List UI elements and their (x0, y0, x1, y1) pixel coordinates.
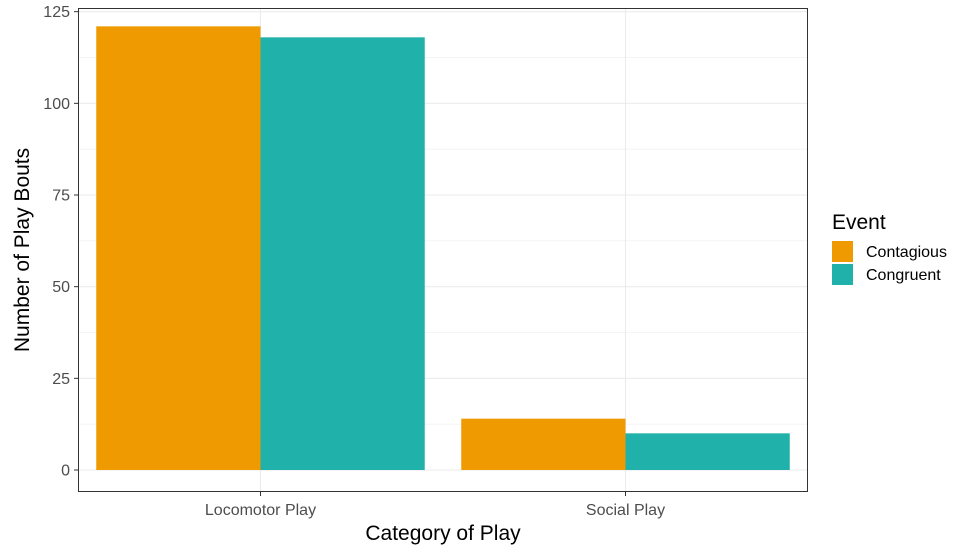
y-axis-title: Number of Play Bouts (11, 148, 34, 352)
y-tick-label: 50 (52, 279, 70, 296)
y-tick-label: 75 (52, 188, 70, 205)
x-axis-title: Category of Play (365, 522, 521, 545)
y-tick-label: 100 (43, 96, 70, 113)
x-axis-ticks: Locomotor Play Social Play (205, 492, 665, 519)
x-tick-label: Social Play (586, 502, 665, 519)
y-tick-label: 25 (52, 371, 70, 388)
legend: Event Contagious Congruent (832, 211, 947, 285)
bar-congruent-social-play (625, 433, 790, 470)
legend-key-contagious (832, 241, 853, 262)
bar-contagious-social-play (461, 418, 626, 470)
bar-congruent-locomotor-play (260, 37, 425, 470)
legend-label: Contagious (866, 244, 947, 261)
legend-title: Event (832, 211, 886, 234)
legend-key-congruent (832, 264, 853, 285)
y-axis-ticks: 0 25 50 75 100 125 (43, 4, 78, 480)
y-tick-label: 125 (43, 4, 70, 21)
legend-label: Congruent (866, 267, 941, 284)
bars (96, 26, 790, 470)
bar-contagious-locomotor-play (96, 26, 261, 470)
y-tick-label: 0 (61, 463, 70, 480)
x-tick-label: Locomotor Play (205, 502, 316, 519)
panel-border (78, 8, 808, 492)
